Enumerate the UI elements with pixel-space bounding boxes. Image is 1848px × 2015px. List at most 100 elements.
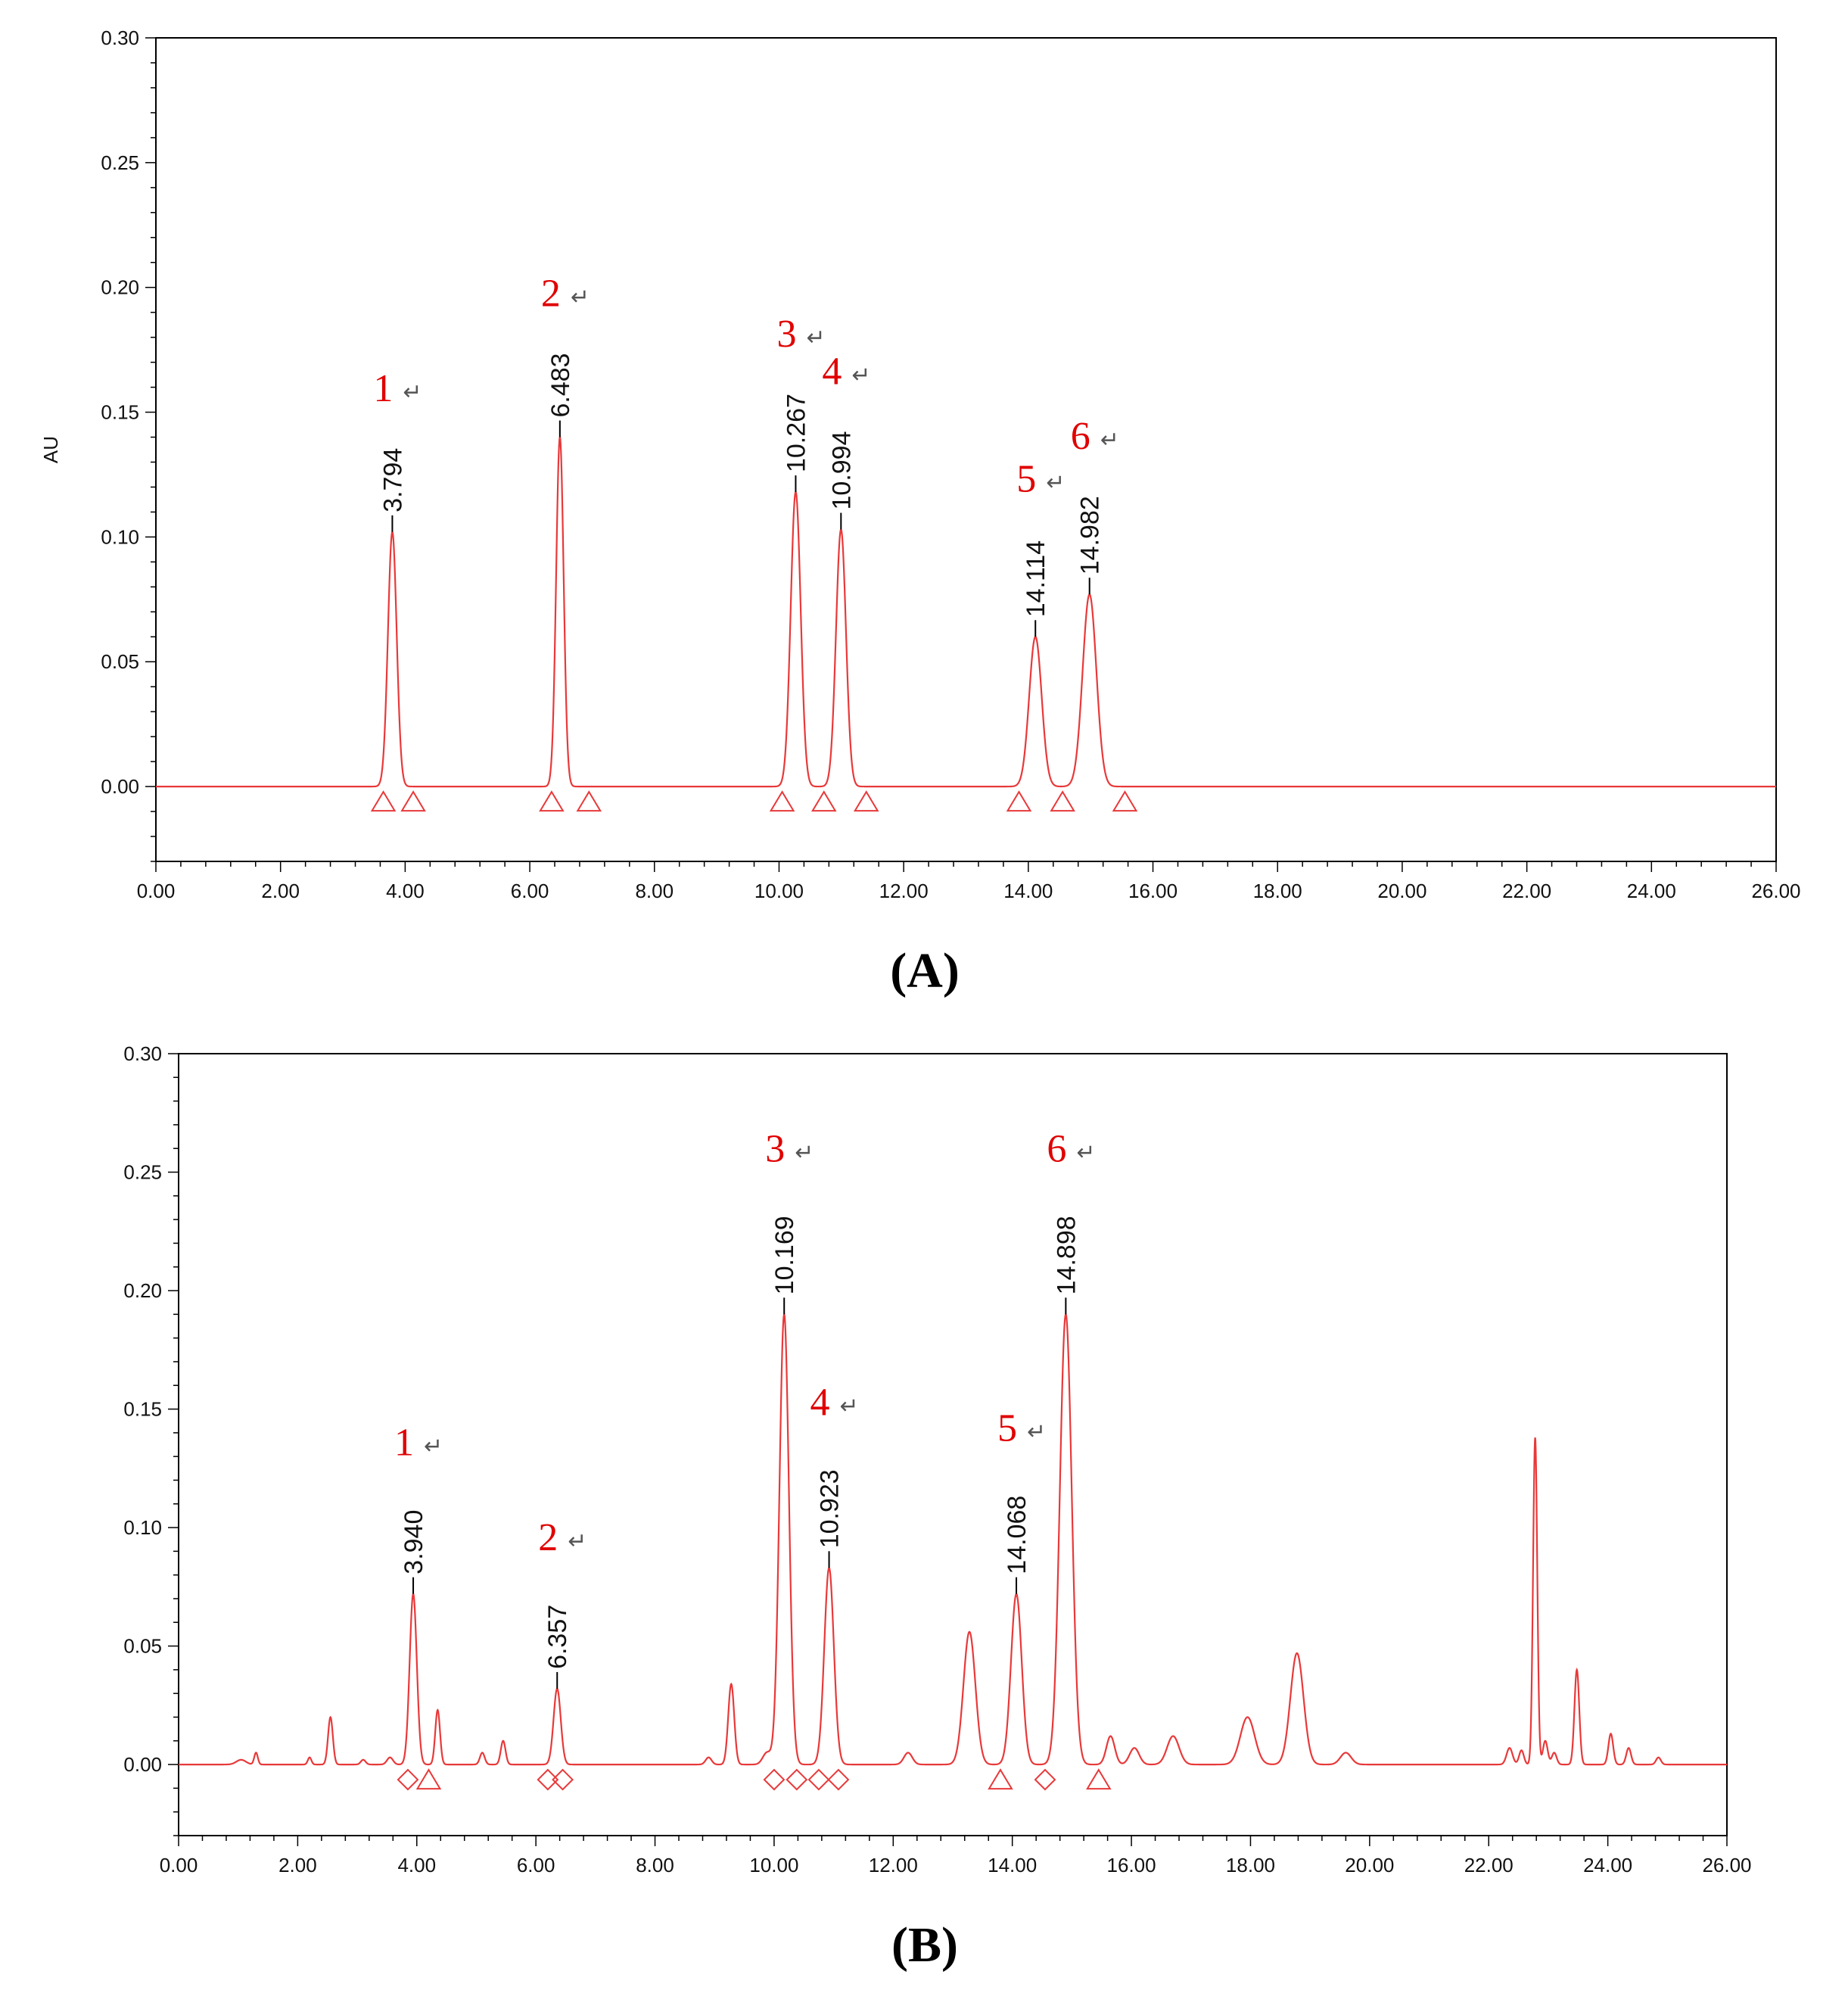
peak-number-label: 6 [1071,415,1090,458]
retention-time-label: 10.169 [770,1216,799,1294]
x-tick-label: 22.00 [1464,1854,1514,1876]
baseline-triangle-marker [853,790,879,812]
x-tick-label: 12.00 [879,880,929,902]
x-tick-label: 22.00 [1502,880,1551,902]
return-mark: ↵ [568,1529,586,1554]
x-tick-label: 6.00 [517,1854,555,1876]
peak-number-label: 2 [541,273,561,316]
retention-time-label: 6.483 [546,353,575,417]
baseline-triangle-marker [1112,790,1138,812]
baseline-diamond-marker [763,1768,786,1791]
x-tick-label: 4.00 [397,1854,436,1876]
retention-time-label: 10.994 [827,431,856,510]
x-tick-label: 8.00 [636,1854,674,1876]
return-mark: ↵ [403,380,422,405]
peak-number-label: 4 [822,350,842,394]
return-mark: ↵ [851,363,870,388]
retention-time-label: 3.940 [400,1510,428,1574]
baseline-diamond-marker [827,1768,850,1791]
x-tick-label: 6.00 [511,880,549,902]
peak-number-label: 5 [1016,457,1036,500]
retention-time-label: 14.898 [1052,1216,1081,1294]
return-mark: ↵ [571,285,590,310]
y-tick-label: 0.15 [101,401,139,424]
x-tick-label: 16.00 [1128,880,1178,902]
y-tick-label: 0.25 [123,1161,162,1184]
peak-number-label: 3 [776,313,796,356]
x-tick-label: 20.00 [1377,880,1426,902]
baseline-triangle-marker [400,790,426,812]
y-tick-label: 0.05 [101,650,139,673]
baseline-triangle-marker [1086,1768,1112,1790]
baseline-triangle-marker [988,1768,1013,1790]
baseline-diamond-marker [1034,1768,1056,1791]
chart-panel-b: 0.30 0.25 0.20 0.15 0.10 0.05 0.00 0.00 2.00 4.00… [123,1042,1751,1876]
baseline-triangle-marker [1050,790,1075,812]
y-tick-label: 0.00 [123,1753,162,1776]
retention-time-label: 10.267 [782,394,810,472]
y-tick-label: 0.20 [123,1279,162,1302]
baseline-triangle-marker [576,790,602,812]
retention-time-label: 14.068 [1003,1496,1031,1574]
y-tick-label: 0.00 [101,775,139,798]
y-axis-label: AU [39,436,62,463]
x-tick-label: 26.00 [1751,880,1800,902]
plot-frame [178,1053,1728,1836]
x-tick-label: 10.00 [754,880,804,902]
y-tick-label: 0.30 [101,26,139,49]
return-mark: ↵ [1027,1420,1046,1445]
chart-panel-a: 0.30 0.25 0.20 0.15 0.10 0.05 0.00 0.00 2.00 4.00… [39,26,1801,902]
retention-time-label: 14.114 [1022,540,1050,617]
baseline-triangle-marker [415,1768,442,1790]
x-tick-label: 0.00 [160,1854,198,1876]
baseline-diamond-marker [397,1768,419,1791]
baseline-diamond-marker [786,1768,808,1791]
return-mark: ↵ [795,1140,814,1165]
return-mark: ↵ [1046,470,1065,495]
y-tick-label: 0.10 [123,1516,162,1539]
x-tick-label: 24.00 [1583,1854,1632,1876]
x-tick-label: 14.00 [1003,880,1053,902]
x-tick-label: 12.00 [869,1854,918,1876]
x-tick-label: 24.00 [1627,880,1676,902]
baseline-triangle-marker [1006,790,1032,812]
peak-number-label: 6 [1047,1127,1066,1170]
x-tick-label: 8.00 [635,880,674,902]
y-tick-label: 0.05 [123,1635,162,1658]
y-tick-label: 0.25 [101,151,139,174]
return-mark: ↵ [806,325,825,350]
return-mark: ↵ [840,1394,859,1419]
peak-number-label: 3 [765,1127,785,1170]
peak-number-label: 5 [997,1407,1017,1450]
chromatogram-trace [179,1312,1727,1766]
y-tick-label: 0.20 [101,276,139,299]
return-mark: ↵ [424,1434,443,1459]
chromatogram-trace [156,435,1776,788]
peak-number-label: 4 [810,1381,830,1424]
baseline-triangle-marker [370,790,397,812]
retention-time-label: 14.982 [1076,496,1105,575]
y-tick-label: 0.30 [123,1042,162,1065]
x-tick-label: 18.00 [1226,1854,1275,1876]
retention-time-label: 6.357 [543,1605,572,1669]
panel-a-label: (A) [890,943,960,998]
x-tick-label: 10.00 [749,1854,798,1876]
x-tick-label: 2.00 [261,880,300,902]
y-tick-label: 0.15 [123,1398,162,1421]
y-tick-label: 0.10 [101,525,139,548]
baseline-diamond-marker [552,1768,574,1791]
peak-number-label: 1 [373,367,393,410]
x-tick-label: 18.00 [1253,880,1302,902]
retention-time-label: 3.794 [378,448,407,512]
baseline-triangle-marker [769,790,795,812]
baseline-triangle-marker [539,790,565,812]
x-tick-label: 4.00 [386,880,425,902]
x-tick-label: 2.00 [278,1854,317,1876]
baseline-diamond-marker [807,1768,830,1791]
plot-frame [155,37,1777,862]
baseline-diamond-marker [537,1768,559,1791]
peak-number-label: 2 [538,1516,558,1559]
peak-number-label: 1 [394,1422,414,1465]
return-mark: ↵ [1076,1140,1095,1165]
